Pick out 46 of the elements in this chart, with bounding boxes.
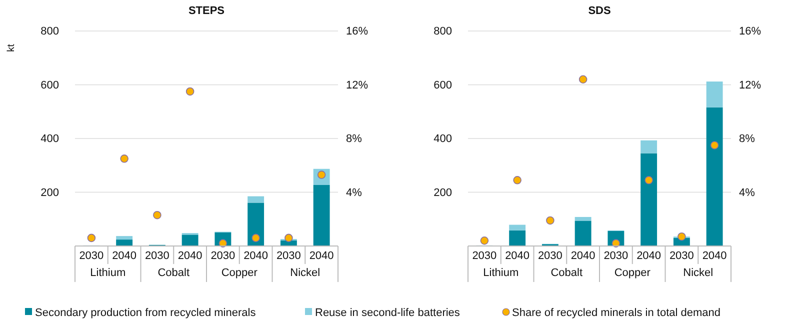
- legend-label: Share of recycled minerals in total demand: [512, 307, 720, 319]
- text: Lithium: [483, 267, 519, 279]
- y2-tick-label: 8%: [739, 133, 756, 146]
- legend-label: Reuse in second-life batteries: [315, 307, 460, 319]
- text: Cobalt: [550, 267, 583, 279]
- x-tick-label: 2040: [505, 250, 530, 262]
- text: Nickel: [290, 267, 320, 279]
- x-tick-label: 2040: [702, 250, 727, 262]
- y-tick-label: 800: [40, 26, 59, 38]
- y-tick-label: 600: [434, 79, 452, 92]
- x-tick-label: 2030: [538, 250, 562, 262]
- y2-tick-label: 8%: [346, 133, 362, 146]
- y-tick-label: 800: [434, 26, 452, 38]
- y2-tick-label: 12%: [739, 79, 762, 92]
- y2-tick-label: 12%: [346, 79, 368, 92]
- x-tick-label: 2030: [604, 250, 628, 262]
- y2-tick-label: 4%: [739, 186, 756, 199]
- text: Copper: [614, 267, 651, 279]
- y2-tick-label: 16%: [346, 26, 368, 38]
- x-tick-label: 2030: [669, 250, 694, 262]
- y-axis-title: kt: [6, 44, 17, 52]
- y2-tick-label: 16%: [739, 26, 762, 38]
- y-tick-label: 200: [434, 186, 452, 199]
- y-tick-label: 400: [40, 133, 59, 146]
- y2-tick-label: 4%: [346, 186, 362, 199]
- x-tick-label: 2040: [636, 250, 662, 262]
- text: Cobalt: [158, 267, 190, 279]
- x-tick-label: 2030: [144, 250, 170, 262]
- x-tick-label: 2040: [244, 250, 268, 262]
- text: Copper: [221, 267, 258, 279]
- legend-label: Secondary production from recycled minerals: [35, 307, 256, 319]
- x-tick-label: 2030: [276, 250, 301, 262]
- x-tick-label: 2040: [178, 250, 202, 262]
- x-tick-label: 2030: [210, 250, 236, 262]
- x-tick-label: 2030: [472, 250, 497, 262]
- text: Nickel: [683, 267, 714, 279]
- x-tick-label: 2040: [309, 250, 334, 262]
- x-tick-label: 2030: [79, 250, 104, 262]
- y-tick-label: 400: [434, 133, 452, 146]
- x-tick-label: 2040: [112, 250, 137, 262]
- chart-title: STEPS: [188, 5, 225, 17]
- y-tick-label: 200: [40, 186, 59, 199]
- chart-title: SDS: [588, 5, 611, 17]
- y-tick-label: 600: [40, 79, 59, 92]
- x-tick-label: 2040: [570, 250, 596, 262]
- text: Lithium: [90, 267, 126, 279]
